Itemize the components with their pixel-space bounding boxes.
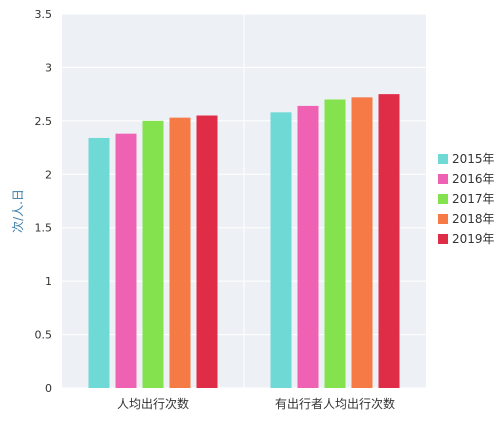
y-axis-ticks: 0 0.5 1 1.5 2 2.5 3 3.5 xyxy=(35,8,53,395)
y-tick-label: 3 xyxy=(45,61,52,74)
legend-label: 2017年 xyxy=(452,192,495,206)
y-tick-label: 1 xyxy=(45,275,52,288)
legend-label: 2018年 xyxy=(452,212,495,226)
bar xyxy=(142,120,164,388)
bar xyxy=(297,105,319,388)
y-tick-label: 2 xyxy=(45,168,52,181)
bar xyxy=(270,112,292,389)
y-tick-label: 0 xyxy=(45,382,52,395)
y-tick-label: 0.5 xyxy=(35,329,53,342)
y-axis-label: 次/人.日 xyxy=(11,189,25,233)
legend-swatch xyxy=(438,154,448,164)
bar xyxy=(115,133,137,388)
legend-label: 2016年 xyxy=(452,172,495,186)
x-tick-label: 有出行者人均出行次数 xyxy=(275,396,395,411)
y-tick-label: 2.5 xyxy=(35,115,53,128)
legend-swatch xyxy=(438,174,448,184)
legend-swatch xyxy=(438,234,448,244)
legend-swatch xyxy=(438,214,448,224)
bar xyxy=(378,94,400,389)
legend-label: 2015年 xyxy=(452,152,495,166)
bar xyxy=(169,117,191,388)
x-axis-ticks: 人均出行次数 有出行者人均出行次数 xyxy=(117,396,395,411)
y-tick-label: 1.5 xyxy=(35,222,53,235)
legend-swatch xyxy=(438,194,448,204)
bars xyxy=(88,94,400,389)
bar xyxy=(324,99,346,388)
bar xyxy=(351,97,373,388)
legend-label: 2019年 xyxy=(452,232,495,246)
y-tick-label: 3.5 xyxy=(35,8,53,21)
bar xyxy=(196,115,218,388)
bar xyxy=(88,137,110,388)
legend: 2015年 2016年 2017年 2018年 2019年 xyxy=(438,152,495,246)
x-tick-label: 人均出行次数 xyxy=(117,396,189,411)
